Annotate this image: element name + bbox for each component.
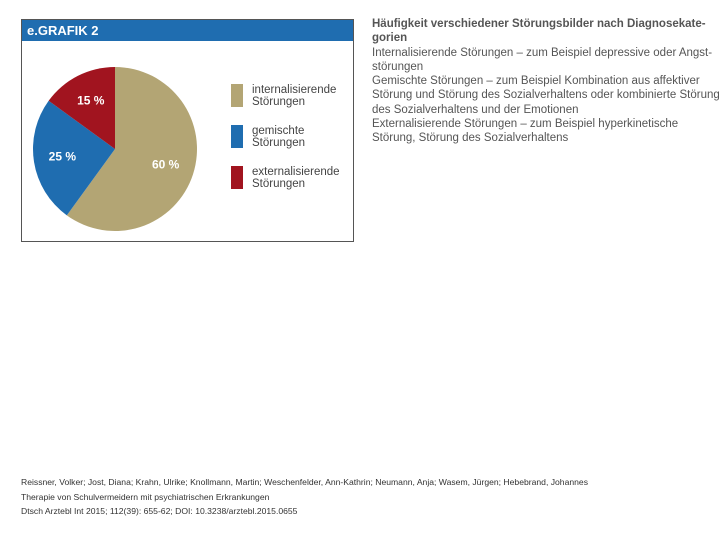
citation-line: Therapie von Schulvermeidern mit psychia… [21, 491, 270, 502]
value-label: 60 % [152, 158, 180, 172]
legend-label: gemischte Störungen [252, 125, 306, 149]
legend-label: internalisierende Störungen [252, 84, 337, 108]
pie-slice [66, 67, 198, 231]
legend-label: externalisierende Störungen [252, 166, 340, 190]
description-line: Gemischte Störungen – zum Beispiel Kombi… [372, 75, 700, 88]
legend-swatch [231, 84, 243, 107]
description: Häufigkeit verschiedener Störungsbilder … [372, 17, 720, 146]
description-line: Störung, Störung des Sozialverhaltens [372, 132, 569, 145]
chart-title: e.GRAFIK 2 [22, 20, 353, 41]
legend-entry: gemischte Störungen [231, 125, 352, 149]
pie-chart: 60 % 25 % 15 % [32, 67, 198, 231]
description-title: Häufigkeit verschiedener Störungsbilder … [372, 18, 706, 30]
description-line: Störung und Störung des Sozialverhaltens… [372, 89, 720, 102]
citation-line: Dtsch Arztebl Int 2015; 112(39): 655-62;… [21, 506, 298, 516]
citation: Reissner, Volker; Jost, Diana; Krahn, Ul… [21, 475, 588, 519]
citation-line: Reissner, Volker; Jost, Diana; Krahn, Ul… [21, 477, 589, 487]
description-title: gorien [372, 32, 408, 45]
legend-entry: externalisierende Störungen [231, 166, 352, 190]
legend-swatch [231, 125, 243, 148]
value-label: 15 % [77, 94, 105, 108]
description-line: Internalisierende Störungen – zum Beispi… [372, 46, 713, 59]
legend-swatch [231, 166, 243, 189]
description-line: Externalisierende Störungen – zum Beispi… [372, 118, 679, 131]
pie-slice [32, 100, 115, 216]
description-line: störungen [372, 60, 424, 73]
chart-box: e.GRAFIK 2 60 % 25 % 15 % internalisierend… [21, 19, 354, 242]
pie-slice [48, 67, 115, 149]
value-label: 25 % [49, 150, 77, 164]
description-line: des Sozialverhaltens und der Emotionen [372, 103, 579, 116]
legend-entry: internalisierende Störungen [231, 84, 352, 108]
